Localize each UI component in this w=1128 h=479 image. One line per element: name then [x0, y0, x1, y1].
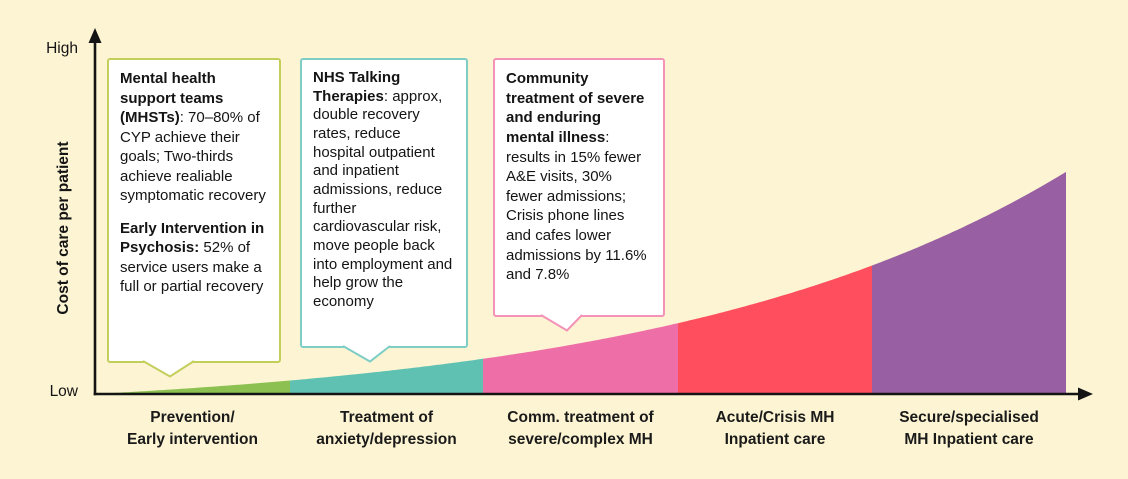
cost-curve-segment-4	[678, 265, 872, 394]
callout-tail-fill	[541, 311, 582, 331]
callout-tail-fill	[343, 342, 390, 362]
y-axis-arrow-icon	[88, 28, 102, 43]
y-axis-high-label: High	[46, 40, 78, 57]
callout-tail-pointer-icon	[540, 311, 583, 332]
callout-tail-outline	[142, 360, 195, 378]
cost-curve-segment-1	[95, 380, 290, 394]
nhs-talking-therapies-callout: NHS Talking Therapies: approx, double re…	[300, 58, 468, 363]
x-axis-category-label-5: Secure/specialised MH Inpatient care	[899, 409, 1039, 448]
callout-text: Mental health support teams (MHSTs): 70–…	[120, 70, 266, 295]
callout-tail-pointer-icon	[342, 342, 391, 363]
callout-tail-outline	[540, 314, 583, 332]
x-axis-category-label-4: Acute/Crisis MH Inpatient care	[715, 409, 835, 448]
x-axis-arrow-icon	[1078, 387, 1093, 401]
callout-text: NHS Talking Therapies: approx, double re…	[313, 69, 453, 311]
cost-curve-segment-3	[483, 323, 678, 394]
mhst-eip-callout: Mental health support teams (MHSTs): 70–…	[107, 58, 281, 378]
community-treatment-callout: Community treatment of severe and enduri…	[493, 58, 665, 332]
x-axis-category-label-3: Comm. treatment of severe/complex MH	[507, 409, 654, 448]
y-axis-title: Cost of care per patient	[55, 141, 72, 315]
cost-curve-segment-5	[872, 171, 1066, 394]
callout-tail-pointer-icon	[142, 357, 195, 378]
callout-text: Community treatment of severe and enduri…	[506, 70, 647, 284]
callout-tail-fill	[143, 357, 194, 377]
cost-curve-segment-2	[290, 358, 483, 394]
x-axis-category-label-2: Treatment of anxiety/depression	[316, 409, 457, 448]
callout-tail-outline	[342, 345, 391, 363]
y-axis-low-label: Low	[49, 383, 78, 400]
x-axis-category-label-1: Prevention/ Early intervention	[127, 409, 258, 448]
